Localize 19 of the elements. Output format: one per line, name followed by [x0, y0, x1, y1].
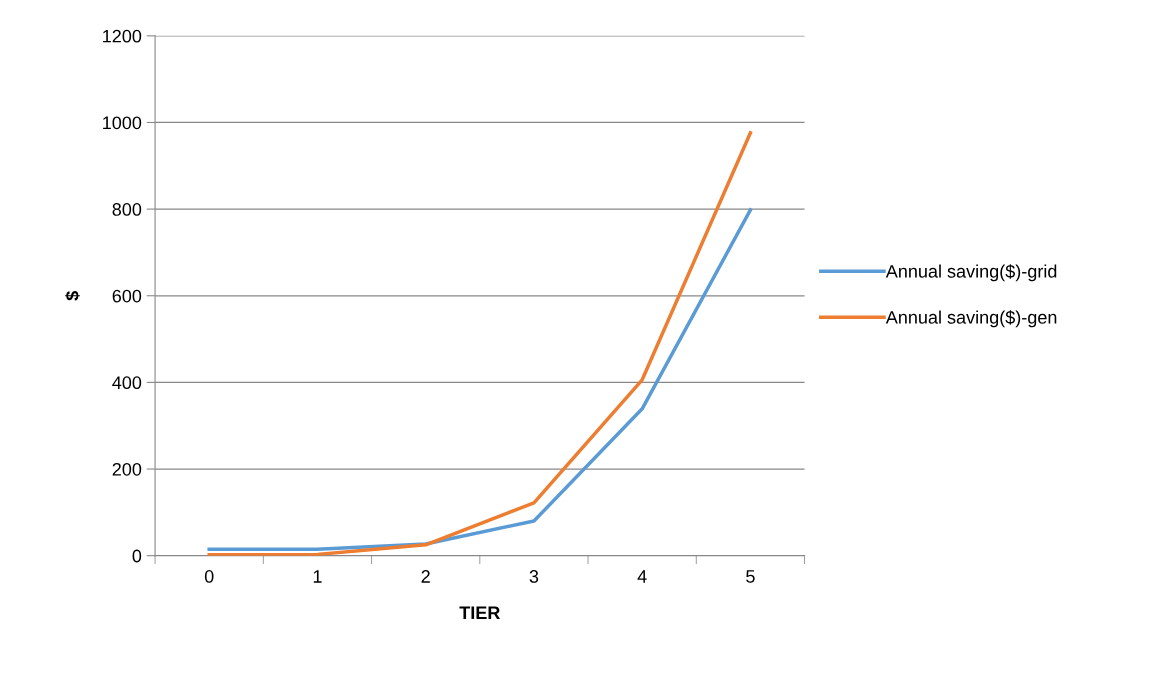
- y-tick-label: 1200: [103, 29, 142, 43]
- line-series: [207, 131, 753, 556]
- y-tick-label: 1000: [103, 116, 142, 130]
- y-tick-label: 0: [132, 549, 142, 563]
- x-tick-label: 4: [637, 570, 647, 583]
- y-tick-label: 200: [112, 462, 142, 476]
- x-tick-label: 1: [313, 570, 322, 583]
- x-tick-label: 5: [746, 570, 755, 583]
- y-axis-title: $: [65, 290, 80, 301]
- x-axis-title: TIER: [459, 606, 500, 619]
- x-tick-label: 3: [529, 570, 539, 583]
- legend-label: Annual saving($)-grid: [885, 264, 1057, 282]
- x-tick-label: 2: [421, 570, 430, 583]
- x-tick-label: 0: [204, 570, 214, 583]
- legend-label: Annual saving($)-gen: [885, 310, 1057, 328]
- y-tick-label: 400: [112, 376, 142, 390]
- y-tick-label: 600: [112, 289, 142, 303]
- line-series: [207, 208, 753, 551]
- y-tick-label: 800: [112, 203, 142, 216]
